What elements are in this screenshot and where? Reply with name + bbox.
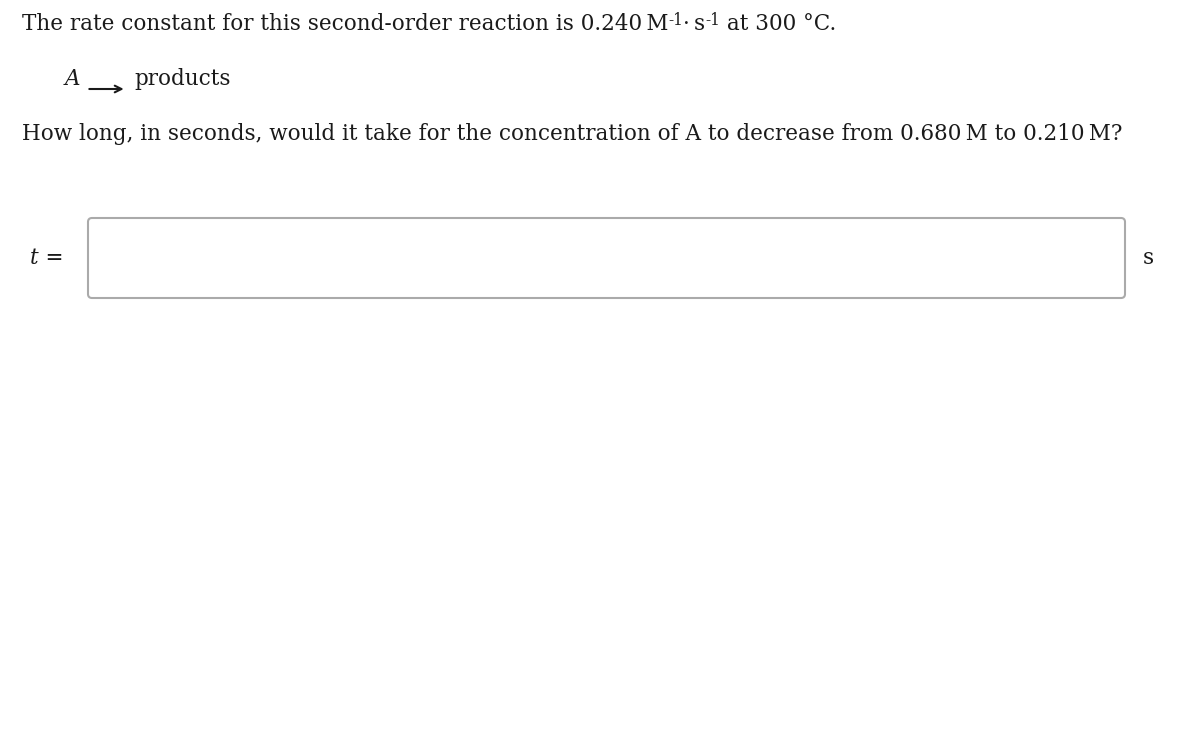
Text: t =: t = <box>30 247 64 269</box>
Text: products: products <box>134 68 230 90</box>
Text: The rate constant for this second-order reaction is 0.240 M: The rate constant for this second-order … <box>22 13 668 35</box>
FancyBboxPatch shape <box>88 218 1126 298</box>
Text: · s: · s <box>683 13 706 35</box>
Text: -1: -1 <box>706 12 720 29</box>
Text: A: A <box>65 68 80 90</box>
Text: -1: -1 <box>668 12 683 29</box>
Text: s: s <box>1142 247 1154 269</box>
Text: How long, in seconds, would it take for the concentration of A to decrease from : How long, in seconds, would it take for … <box>22 123 1122 145</box>
Text: at 300 °C.: at 300 °C. <box>720 13 836 35</box>
